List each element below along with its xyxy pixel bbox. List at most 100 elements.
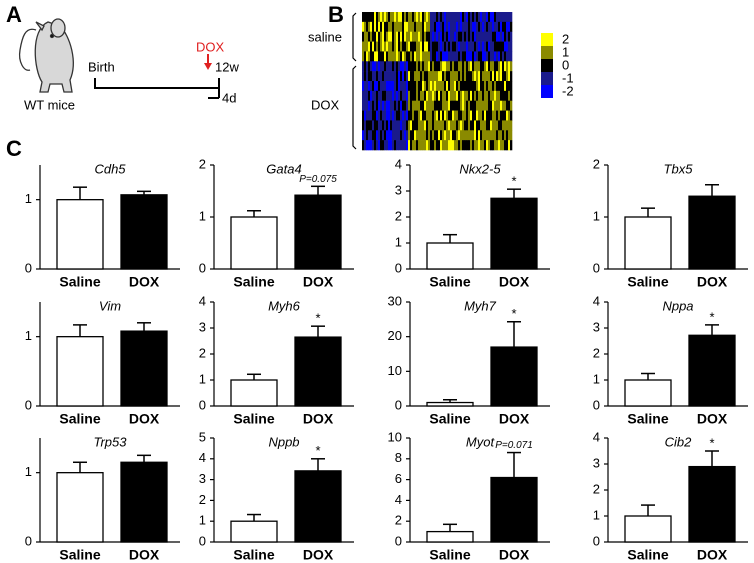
heat-cell xyxy=(370,51,373,62)
heat-cell xyxy=(374,81,377,92)
heat-cell xyxy=(456,81,459,92)
x-tick-label: DOX xyxy=(499,411,530,427)
heat-cell xyxy=(448,110,451,121)
y-tick-label: 1 xyxy=(25,191,32,206)
heat-cell xyxy=(362,21,365,33)
heat-cell xyxy=(450,31,453,42)
x-tick-label: DOX xyxy=(697,274,728,290)
heat-cell xyxy=(464,120,467,131)
heat-cell xyxy=(482,140,485,151)
heat-cell xyxy=(438,12,441,23)
heat-cell xyxy=(454,90,457,102)
heat-cell xyxy=(500,81,503,92)
heat-cell xyxy=(386,41,389,52)
heat-cell xyxy=(482,81,485,92)
heat-cell xyxy=(394,41,397,52)
heat-cell xyxy=(456,120,459,131)
heat-cell xyxy=(412,110,415,121)
heat-cell xyxy=(492,120,495,131)
heat-cell xyxy=(442,110,445,121)
colorbar-swatch xyxy=(541,46,553,59)
heat-cell xyxy=(394,71,397,82)
heat-cell xyxy=(430,31,433,42)
heat-cell xyxy=(370,31,373,42)
heat-cell xyxy=(460,130,463,141)
heat-cell xyxy=(364,90,367,102)
heat-cell xyxy=(366,130,369,141)
heat-cell xyxy=(440,41,443,52)
x-tick-label: DOX xyxy=(303,274,334,290)
heat-cell xyxy=(400,140,403,151)
bar xyxy=(426,242,474,270)
heat-cell xyxy=(498,21,501,33)
heat-cell xyxy=(440,130,443,141)
heat-cell xyxy=(456,21,459,33)
heat-cell xyxy=(468,140,471,151)
heat-cell xyxy=(478,41,481,52)
bar xyxy=(688,195,736,270)
heat-cell xyxy=(394,51,397,62)
heat-cell xyxy=(510,61,513,72)
heat-cell xyxy=(458,100,461,111)
heat-cell xyxy=(398,21,401,33)
heat-cell xyxy=(504,61,507,72)
heat-cell xyxy=(456,140,459,151)
heat-cell xyxy=(366,100,369,111)
heat-cell xyxy=(440,81,443,92)
heat-cell xyxy=(374,21,377,33)
heat-cell xyxy=(406,100,409,111)
y-tick-label: 0 xyxy=(199,260,206,275)
heat-cell xyxy=(468,12,471,23)
heat-cell xyxy=(502,81,505,92)
heat-cell xyxy=(452,61,455,72)
heat-cell xyxy=(474,110,477,121)
heat-cell xyxy=(510,120,513,131)
heat-cell xyxy=(406,41,409,52)
heat-cell xyxy=(468,90,471,102)
colorbar-label: 1 xyxy=(562,44,569,59)
heat-cell xyxy=(456,130,459,141)
heat-cell xyxy=(434,100,437,111)
heat-cell xyxy=(460,140,463,151)
heat-cell xyxy=(432,81,435,92)
heat-cell xyxy=(384,130,387,141)
heat-cell xyxy=(452,81,455,92)
heat-cell xyxy=(430,90,433,102)
y-tick-label: 1 xyxy=(199,371,206,386)
annotation: * xyxy=(315,311,320,326)
heat-cell xyxy=(490,100,493,111)
heat-cell xyxy=(504,110,507,121)
heat-cell xyxy=(422,61,425,72)
heat-cell xyxy=(498,71,501,82)
heat-cell xyxy=(506,51,509,62)
heat-cell xyxy=(460,41,463,52)
heat-cell xyxy=(388,130,391,141)
heat-cell xyxy=(366,12,369,23)
annotation: * xyxy=(709,435,714,450)
y-tick-label: 4 xyxy=(593,429,600,444)
heat-cell xyxy=(448,61,451,72)
heat-cell xyxy=(380,100,383,111)
heat-cell xyxy=(502,140,505,151)
heat-cell xyxy=(366,120,369,131)
heat-cell xyxy=(468,110,471,121)
heat-cell xyxy=(484,140,487,151)
heat-cell xyxy=(450,51,453,62)
heat-cell xyxy=(498,51,501,62)
heat-cell xyxy=(384,81,387,92)
heat-cell xyxy=(386,100,389,111)
heat-cell xyxy=(382,71,385,82)
heat-cell xyxy=(416,71,419,82)
heat-cell xyxy=(466,90,469,102)
heat-cell xyxy=(498,130,501,141)
heat-cell xyxy=(432,120,435,131)
heat-cell xyxy=(440,31,443,42)
heat-cell xyxy=(376,41,379,52)
heat-cell xyxy=(420,12,423,23)
x-tick-label: DOX xyxy=(697,547,728,563)
heat-cell xyxy=(488,90,491,102)
heat-cell xyxy=(476,41,479,52)
heat-cell xyxy=(454,81,457,92)
heat-cell xyxy=(510,130,513,141)
heat-cell xyxy=(446,90,449,102)
